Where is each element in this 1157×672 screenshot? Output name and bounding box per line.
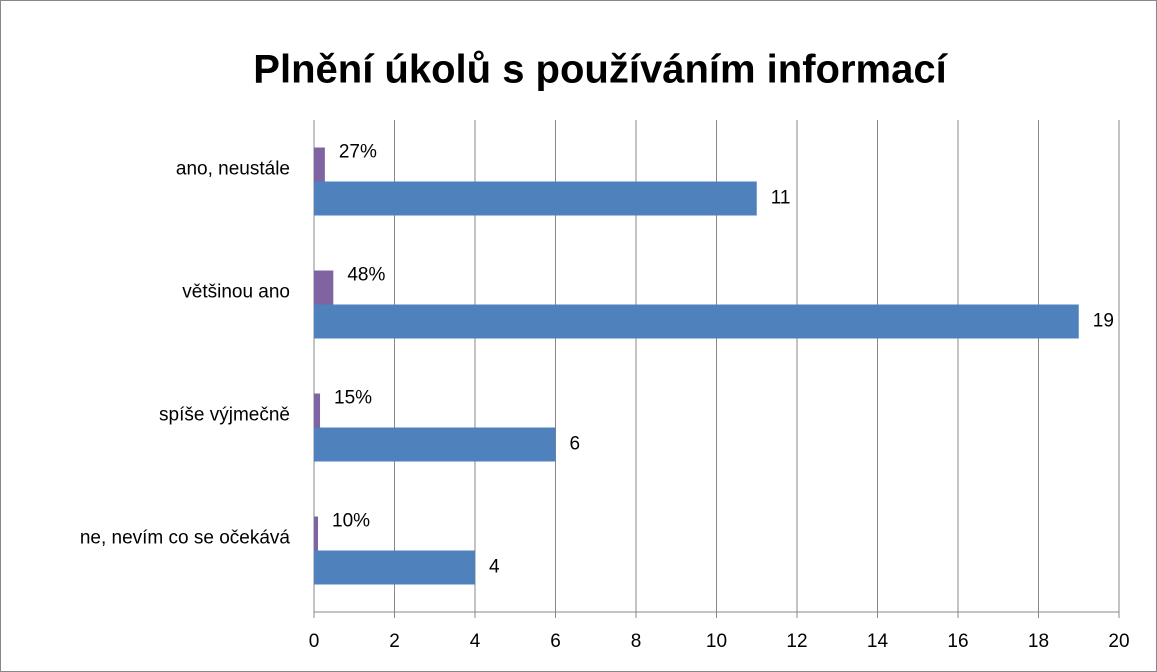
x-tick-label: 12 bbox=[786, 631, 807, 652]
y-tick-label: ne, nevím co se očekává bbox=[80, 528, 291, 549]
bar bbox=[314, 516, 319, 551]
x-tick-label: 10 bbox=[706, 631, 727, 652]
x-tick-label: 4 bbox=[470, 631, 481, 652]
bar bbox=[314, 393, 321, 428]
x-tick-label: 6 bbox=[550, 631, 561, 652]
y-tick-label: ano, neustále bbox=[176, 159, 290, 180]
data-label: 15% bbox=[334, 388, 372, 409]
data-label: 4 bbox=[489, 557, 500, 578]
bar bbox=[314, 304, 1079, 339]
data-label: 10% bbox=[332, 511, 370, 532]
bar bbox=[314, 270, 334, 305]
bar bbox=[314, 147, 325, 182]
x-tick-label: 16 bbox=[947, 631, 968, 652]
x-tick-label: 14 bbox=[867, 631, 889, 652]
x-tick-label: 2 bbox=[389, 631, 400, 652]
bar bbox=[314, 181, 757, 216]
bar bbox=[314, 550, 475, 585]
data-label: 19 bbox=[1093, 311, 1114, 332]
chart-title: Plnění úkolů s používáním informací bbox=[253, 48, 948, 92]
y-tick-label: spíše výjmečně bbox=[159, 405, 290, 426]
x-tick-label: 0 bbox=[309, 631, 320, 652]
bar bbox=[314, 427, 556, 462]
data-label: 11 bbox=[771, 188, 791, 209]
data-label: 48% bbox=[347, 265, 385, 286]
y-tick-label: většinou ano bbox=[182, 282, 290, 303]
x-tick-label: 8 bbox=[631, 631, 642, 652]
data-label: 6 bbox=[570, 434, 581, 455]
x-tick-label: 20 bbox=[1108, 631, 1129, 652]
data-label: 27% bbox=[339, 142, 377, 163]
x-tick-label: 18 bbox=[1028, 631, 1049, 652]
